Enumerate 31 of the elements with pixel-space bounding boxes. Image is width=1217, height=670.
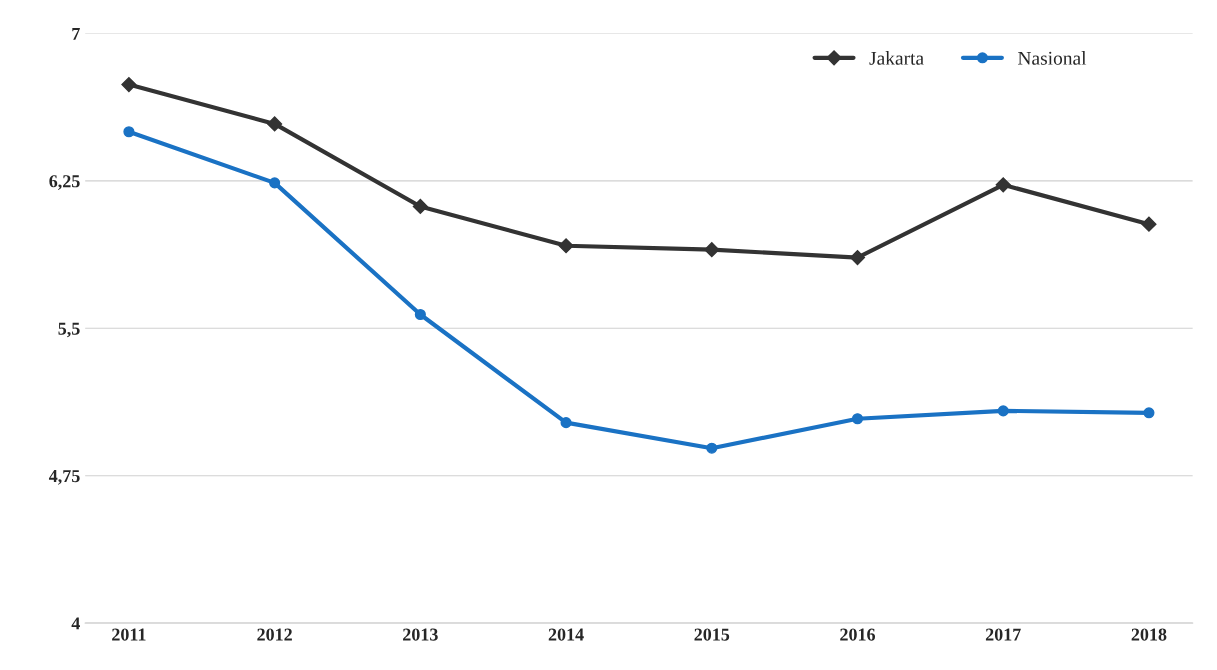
legend-label: Jakarta xyxy=(869,51,924,65)
x-tick-label: 2012 xyxy=(257,628,292,641)
point xyxy=(1141,216,1157,232)
y-tick-label: 4,75 xyxy=(48,470,80,485)
point xyxy=(849,249,866,266)
x-tick-label: 2015 xyxy=(694,628,730,641)
point xyxy=(121,77,137,93)
x-tick-label: 2016 xyxy=(840,628,876,641)
point xyxy=(706,442,718,454)
y-tick-label: 6,25 xyxy=(49,175,80,190)
point xyxy=(123,126,135,138)
point xyxy=(1143,407,1155,419)
point xyxy=(267,116,283,132)
point xyxy=(414,308,426,321)
x-tick-label: 2017 xyxy=(985,628,1021,641)
y-tick-label: 7 xyxy=(72,27,80,40)
x-tick-label: 2014 xyxy=(548,628,584,641)
point xyxy=(851,413,864,425)
point xyxy=(704,242,720,258)
point xyxy=(995,177,1011,193)
point xyxy=(560,417,572,429)
point xyxy=(997,405,1009,417)
legend-label: Nasional xyxy=(1018,51,1087,65)
x-tick-label: 2011 xyxy=(112,628,146,641)
x-tick-label: 2018 xyxy=(1131,628,1167,641)
x-tick-label: 2013 xyxy=(403,628,438,641)
y-tick-label: 5,5 xyxy=(58,322,80,338)
point xyxy=(558,238,574,254)
point xyxy=(412,198,428,215)
y-tick-label: 4 xyxy=(71,617,80,630)
point xyxy=(269,177,281,189)
